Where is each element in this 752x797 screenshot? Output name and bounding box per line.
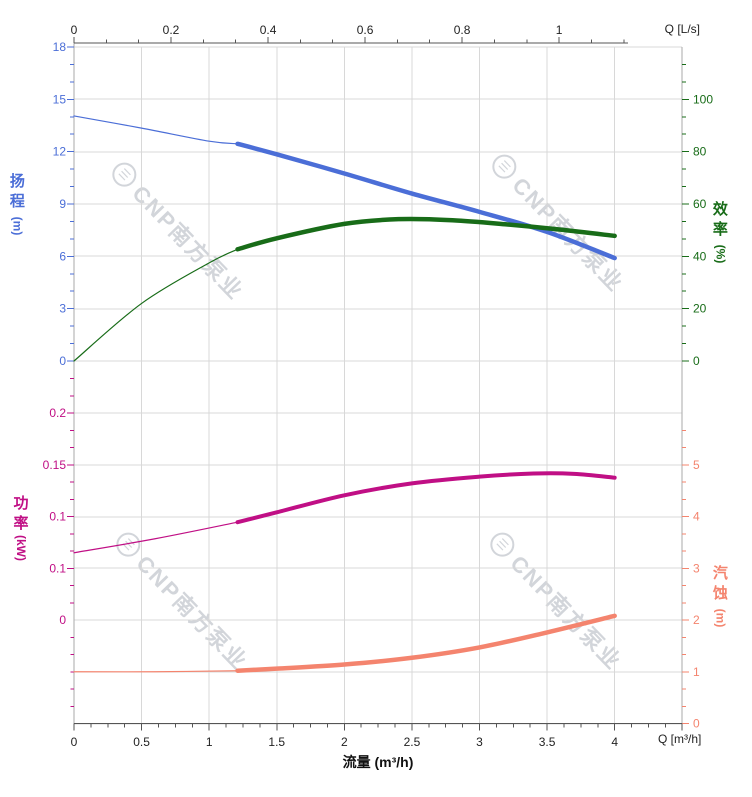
svg-text:0.5: 0.5 <box>133 735 150 749</box>
svg-text:0: 0 <box>59 613 66 627</box>
svg-text:3: 3 <box>476 735 483 749</box>
svg-text:0: 0 <box>693 717 700 731</box>
svg-text:3: 3 <box>59 302 66 316</box>
flow-m3h-unit-label: Q [m³/h] <box>658 732 702 746</box>
efficiency-curve <box>235 216 617 252</box>
efficiency-axis-title-text: 效率 <box>712 201 728 238</box>
power-curve-thin <box>73 521 239 554</box>
curves <box>73 115 617 673</box>
axis-ticks <box>67 37 689 731</box>
head-axis-unit: (m) <box>10 216 25 236</box>
svg-text:60: 60 <box>693 197 707 211</box>
power-axis-unit: (kW) <box>14 535 28 561</box>
svg-text:4: 4 <box>693 510 700 524</box>
svg-text:0.2: 0.2 <box>163 23 180 37</box>
svg-text:1: 1 <box>556 23 563 37</box>
axis-tick-labels: 18151296300.20.150.10.101008060402005432… <box>43 23 714 749</box>
npsh-curve-thin <box>73 670 239 673</box>
head-curve <box>235 141 617 261</box>
flow-axis-title: 流量 (m³/h) <box>342 754 414 770</box>
svg-text:2: 2 <box>693 613 700 627</box>
svg-text:6: 6 <box>59 249 66 263</box>
svg-text:0: 0 <box>693 354 700 368</box>
svg-text:100: 100 <box>693 92 713 106</box>
svg-text:3: 3 <box>693 561 700 575</box>
power-axis-title-text: 功率 <box>13 495 29 532</box>
npsh-axis-title-text: 汽蚀 <box>712 565 728 602</box>
svg-text:0.2: 0.2 <box>49 406 66 420</box>
svg-text:0: 0 <box>71 23 78 37</box>
svg-text:12: 12 <box>53 145 67 159</box>
svg-text:0: 0 <box>59 354 66 368</box>
svg-text:0.1: 0.1 <box>49 561 66 575</box>
svg-text:2.5: 2.5 <box>404 735 421 749</box>
svg-text:4: 4 <box>611 735 618 749</box>
npsh-axis-unit: (m) <box>713 608 728 628</box>
svg-text:0.4: 0.4 <box>260 23 277 37</box>
svg-text:20: 20 <box>693 302 707 316</box>
svg-text:3.5: 3.5 <box>539 735 556 749</box>
head-curve-thin <box>73 115 239 145</box>
svg-text:80: 80 <box>693 145 707 159</box>
svg-text:0: 0 <box>71 735 78 749</box>
svg-text:0.1: 0.1 <box>49 510 66 524</box>
svg-text:15: 15 <box>53 92 67 106</box>
flow-ls-unit-label: Q [L/s] <box>664 22 700 36</box>
efficiency-curve-thin <box>73 248 239 362</box>
power-curve <box>235 471 617 525</box>
head-axis-title-text: 扬程 <box>9 173 25 210</box>
efficiency-axis-title: 效率 (%) <box>711 200 730 264</box>
svg-text:0.6: 0.6 <box>357 23 374 37</box>
svg-text:9: 9 <box>59 197 66 211</box>
efficiency-axis-unit: (%) <box>713 244 728 264</box>
head-axis-title: 扬程 (m) <box>8 172 27 236</box>
svg-text:2: 2 <box>341 735 348 749</box>
svg-text:1.5: 1.5 <box>268 735 285 749</box>
npsh-curve <box>235 613 617 673</box>
svg-text:1: 1 <box>693 665 700 679</box>
svg-text:40: 40 <box>693 249 707 263</box>
svg-text:5: 5 <box>693 458 700 472</box>
svg-text:0.15: 0.15 <box>43 458 67 472</box>
svg-text:1: 1 <box>206 735 213 749</box>
power-axis-title: 功率 (kW) <box>8 494 34 561</box>
svg-text:0.8: 0.8 <box>454 23 471 37</box>
svg-text:18: 18 <box>53 40 67 54</box>
npsh-axis-title: 汽蚀 (m) <box>711 564 730 628</box>
